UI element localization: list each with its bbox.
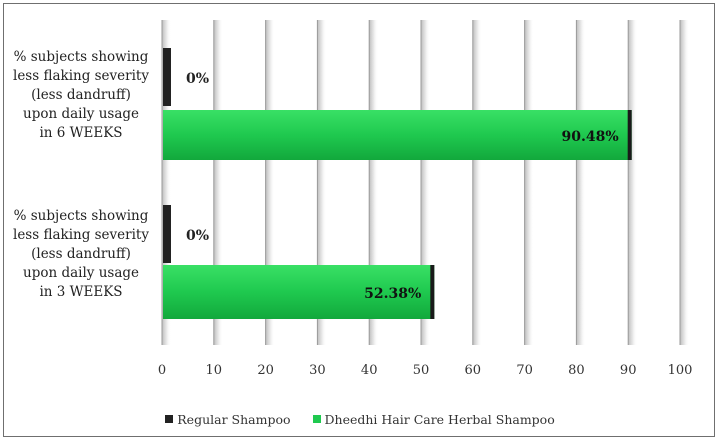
gridline-shade bbox=[576, 20, 586, 345]
gridline-shade bbox=[265, 20, 275, 345]
legend-item-herbal: Dheedhi Hair Care Herbal Shampoo bbox=[312, 411, 555, 427]
gridline-shade bbox=[628, 20, 638, 345]
x-tick-label: 60 bbox=[465, 363, 482, 378]
bar-herbal-edge bbox=[430, 265, 435, 319]
x-tick-label: 70 bbox=[516, 363, 533, 378]
x-tick-label: 40 bbox=[361, 363, 378, 378]
legend-label-regular: Regular Shampoo bbox=[177, 411, 291, 427]
data-label-herbal: 90.48% bbox=[562, 129, 619, 145]
bar-regular-shampoo bbox=[163, 205, 171, 263]
data-label-herbal: 52.38% bbox=[364, 286, 421, 302]
legend-label-herbal: Dheedhi Hair Care Herbal Shampoo bbox=[324, 411, 555, 427]
bar-herbal-shampoo bbox=[163, 110, 632, 160]
gridline-shade bbox=[421, 20, 430, 345]
x-tick-label: 0 bbox=[158, 363, 166, 378]
bar-herbal-edge bbox=[627, 110, 632, 160]
gridline-shade bbox=[162, 20, 171, 345]
category-label-3-weeks: % subjects showing less flaking severity… bbox=[13, 208, 149, 300]
gridline-shade bbox=[213, 20, 223, 345]
x-tick-label: 20 bbox=[257, 363, 274, 378]
x-tick-label: 10 bbox=[206, 363, 223, 378]
x-tick-label: 90 bbox=[620, 363, 637, 378]
legend-swatch-regular bbox=[165, 415, 174, 423]
x-tick-label: 30 bbox=[309, 363, 326, 378]
gridline-shade bbox=[369, 20, 379, 345]
data-label-regular: 0% bbox=[186, 228, 209, 244]
category-label-6-weeks: % subjects showing less flaking severity… bbox=[13, 49, 149, 141]
x-tick-label: 50 bbox=[413, 363, 430, 378]
gridline-shade bbox=[472, 20, 482, 345]
bar-herbal-shampoo bbox=[163, 265, 435, 319]
legend: Regular Shampoo Dheedhi Hair Care Herbal… bbox=[0, 408, 720, 430]
gridline-shade bbox=[317, 20, 327, 345]
legend-item-regular: Regular Shampoo bbox=[165, 411, 291, 427]
data-label-regular: 0% bbox=[186, 71, 209, 87]
bar-regular-shampoo bbox=[163, 48, 171, 106]
x-tick-label: 100 bbox=[668, 363, 693, 378]
x-tick-label: 80 bbox=[568, 363, 585, 378]
gridline-shade bbox=[524, 20, 534, 345]
chart-frame bbox=[3, 3, 715, 437]
gridline-shade bbox=[680, 20, 689, 345]
legend-swatch-herbal bbox=[312, 415, 321, 423]
